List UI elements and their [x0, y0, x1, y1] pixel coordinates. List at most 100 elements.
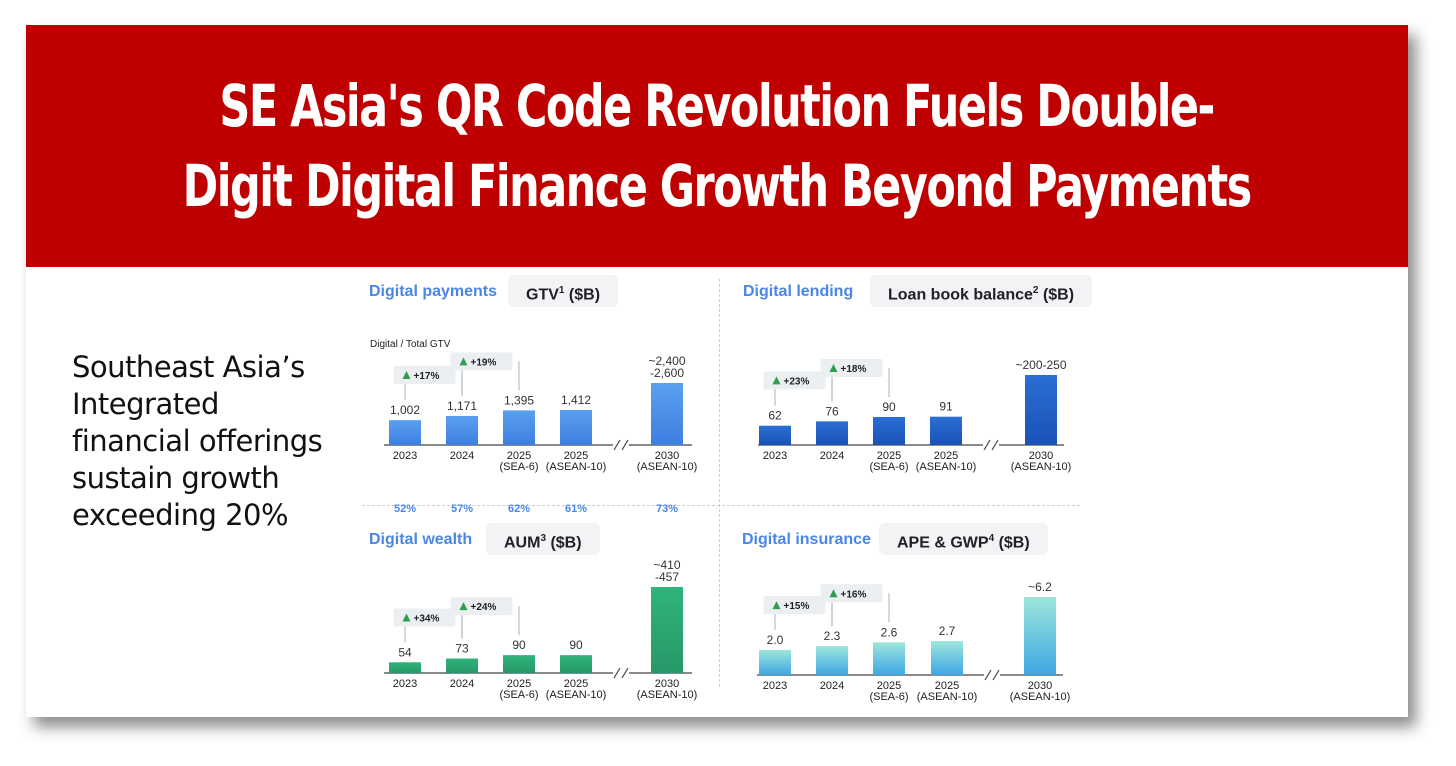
bar-chart: 2.020232.320242.62025(SEA-6)2.72025(ASEA… [757, 580, 1070, 703]
axis-break-mark [992, 669, 1000, 681]
bar [1025, 375, 1057, 445]
data-label: ~2,400 [648, 354, 685, 368]
title-line-1: SE Asia's QR Code Revolution Fuels Doubl… [219, 72, 1216, 140]
share-label: 52% [394, 503, 416, 515]
axis-break-mark [621, 439, 629, 451]
tick-label: 2024 [820, 450, 844, 462]
metric-unit: ($B) [550, 534, 582, 552]
growth-label: +16% [841, 589, 867, 600]
growth-badge [763, 371, 826, 390]
growth-badge [820, 359, 883, 377]
page-title: SE Asia's QR Code Revolution Fuels Doubl… [183, 66, 1253, 226]
tick-label: (ASEAN-10) [637, 461, 698, 473]
bar [759, 649, 791, 675]
data-label: 1,395 [504, 393, 534, 407]
bar-chart: 1,002202352%1,171202457%1,3952025(SEA-6)… [384, 352, 698, 515]
data-label: 2.7 [939, 624, 956, 638]
tick-label: (SEA-6) [499, 461, 538, 473]
up-arrow-icon [772, 601, 781, 610]
up-arrow-icon [402, 613, 411, 622]
bar [873, 642, 905, 675]
growth-label: +34% [414, 614, 440, 625]
data-label: ~200-250 [1015, 358, 1066, 372]
tick-label: 2025 [564, 450, 588, 462]
metric-name: Loan book balance [888, 286, 1033, 304]
share-label: 62% [508, 503, 530, 515]
up-arrow-icon [459, 602, 468, 611]
metric-name: AUM [504, 534, 541, 552]
tick-label: (ASEAN-10) [916, 461, 977, 473]
tick-label: 2023 [393, 678, 417, 690]
tick-label: 2023 [393, 450, 417, 462]
up-arrow-icon [772, 376, 781, 385]
growth-badge [763, 596, 826, 615]
bar-chart: 542023732024902025(SEA-6)902025(ASEAN-10… [384, 558, 697, 701]
tick-label: 2030 [655, 450, 679, 462]
metric-name: GTV [526, 286, 559, 304]
metric-pill: Loan book balance2 ($B) [870, 275, 1093, 307]
share-label: 61% [565, 503, 587, 515]
metric-unit: ($B) [568, 286, 601, 304]
data-label: 1,412 [561, 393, 591, 407]
tick-label: (ASEAN-10) [1011, 461, 1072, 473]
data-label: 76 [825, 404, 839, 418]
panel-divider-horizontal [362, 505, 1080, 506]
data-label: 1,002 [390, 403, 420, 417]
growth-badge [393, 608, 456, 627]
data-label: -457 [655, 570, 679, 584]
panel-digital-lending: Digital lending Loan book balance2 ($B) … [738, 275, 1093, 475]
metric-footnote: 3 [540, 533, 546, 544]
tick-label: 2025 [935, 680, 959, 692]
bar [651, 383, 683, 445]
panel-digital-insurance: Digital insurance APE & GWP4 ($B) 2.0 202… [737, 523, 1087, 713]
bar [446, 415, 478, 445]
growth-label: +17% [414, 371, 440, 382]
metric-pill: GTV1 ($B) [508, 275, 619, 307]
bar [930, 416, 962, 445]
data-label: ~410 [653, 558, 680, 572]
bar [759, 425, 791, 445]
bar [503, 410, 535, 445]
metric-pill: AUM3 ($B) [486, 523, 600, 555]
panel-digital-wealth: Digital wealth AUM3 ($B) 54 2023 73 2024 90 2… [364, 523, 714, 713]
metric-pill: APE & GWP4 ($B) [879, 523, 1048, 555]
bar [651, 587, 683, 673]
up-arrow-icon [459, 357, 468, 366]
tick-label: 2023 [763, 680, 787, 692]
metric-footnote: 4 [988, 533, 995, 544]
tick-label: (SEA-6) [869, 461, 908, 473]
data-label: 2.6 [881, 625, 898, 639]
growth-badge [450, 352, 513, 371]
axis-break-mark [991, 439, 999, 451]
up-arrow-icon [402, 370, 411, 379]
data-label: 2.0 [767, 633, 784, 647]
bar [389, 662, 421, 673]
bar [503, 655, 535, 673]
panel-title: Digital insurance [742, 531, 871, 548]
axis-break-mark [613, 667, 621, 679]
panel-title: Digital wealth [369, 531, 473, 548]
bar [873, 417, 905, 445]
growth-label: +23% [784, 376, 810, 387]
bar [816, 646, 848, 675]
bar [560, 409, 592, 445]
tick-label: 2024 [450, 450, 474, 462]
tick-label: 2024 [450, 678, 474, 690]
metric-unit: ($B) [998, 534, 1030, 552]
panel-title: Digital payments [369, 283, 498, 300]
growth-label: +18% [841, 364, 867, 375]
up-arrow-icon [829, 589, 838, 598]
sidebar-summary: Southeast Asia’s Integrated financial of… [72, 350, 323, 532]
data-label: 91 [939, 400, 953, 414]
data-label: 2.3 [824, 629, 841, 643]
tick-label: (ASEAN-10) [917, 691, 978, 703]
axis-break-mark [984, 669, 992, 681]
growth-badge [820, 584, 883, 603]
data-label: 54 [398, 645, 412, 659]
tick-label: 2030 [1028, 680, 1052, 692]
tick-label: 2030 [655, 678, 679, 690]
tick-label: 2025 [934, 450, 958, 462]
title-banner: SE Asia's QR Code Revolution Fuels Doubl… [26, 25, 1408, 267]
bar-chart: 622023762024902025(SEA-6)912025(ASEAN-10… [758, 358, 1072, 473]
data-label: 1,171 [447, 399, 477, 413]
